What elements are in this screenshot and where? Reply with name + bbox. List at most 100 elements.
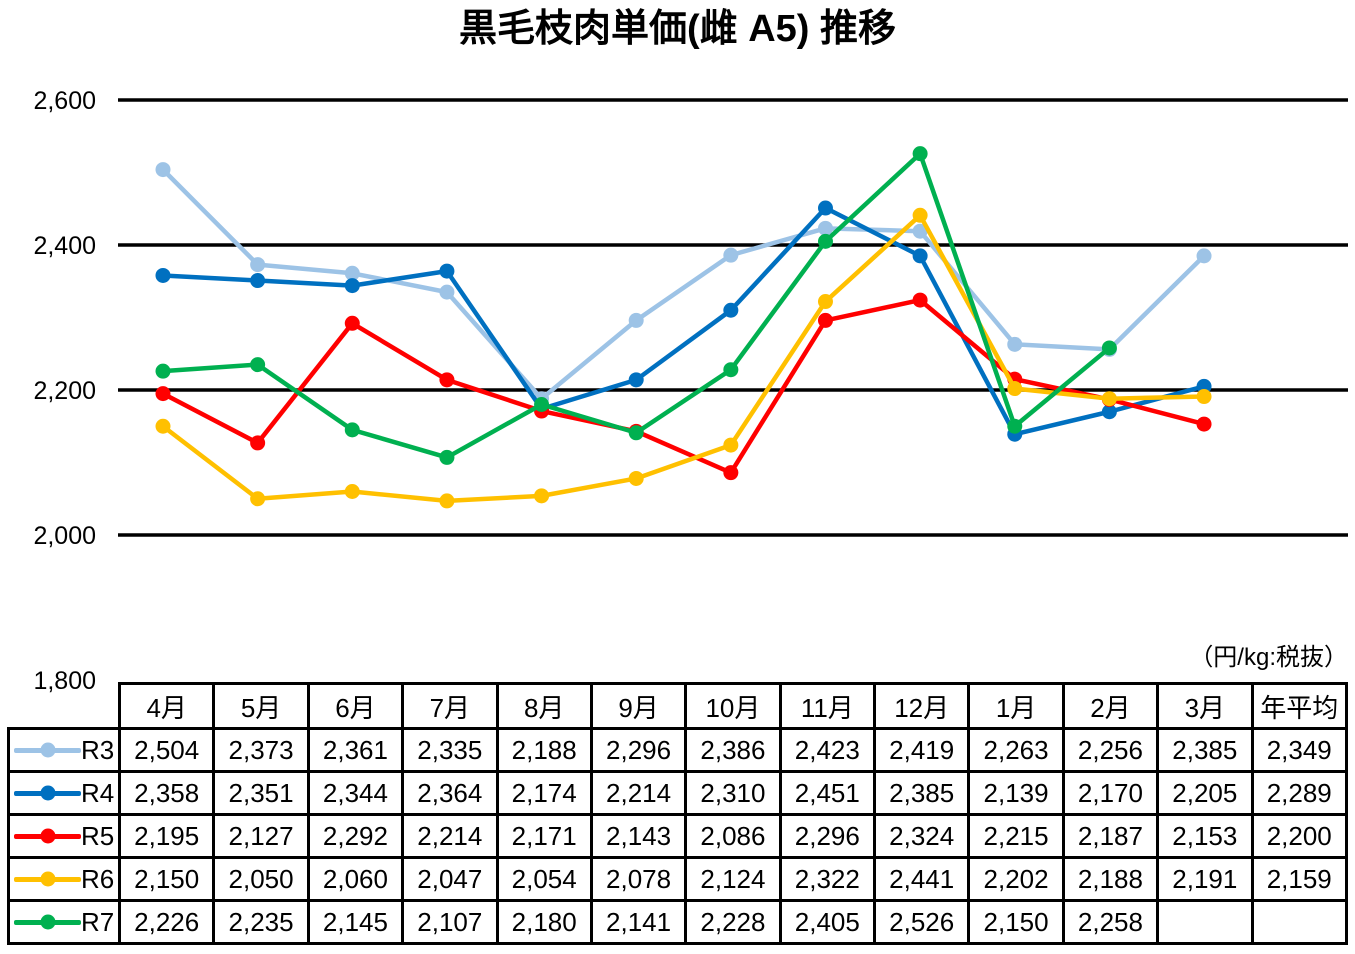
y-axis-tick-label: 2,600 [33, 87, 96, 115]
value-cell [1156, 899, 1254, 945]
series-R6 [155, 207, 1212, 509]
y-axis-tick-label: 2,400 [33, 232, 96, 260]
table-header-row: 4月 5月 6月 7月 8月 9月 10月 11月 12月 1月 2月 3月 年平均 [9, 682, 1348, 730]
data-point-R7 [439, 449, 455, 465]
legend-key-cell: R3 [7, 727, 121, 773]
legend-line-icon [14, 914, 81, 930]
series-line-R4 [160, 205, 1207, 437]
series-name: R7 [81, 906, 115, 937]
data-point-R6 [1101, 391, 1117, 407]
value-cell: 2,060 [306, 856, 405, 902]
value-cell: 2,324 [872, 813, 971, 859]
value-cell: 2,214 [401, 813, 499, 859]
value-cell: 2,228 [684, 899, 782, 945]
data-point-R7 [912, 146, 928, 162]
value-cell: 2,296 [589, 727, 688, 773]
data-point-R3 [1196, 248, 1212, 264]
data-point-R6 [912, 207, 928, 223]
data-point-R6 [250, 491, 266, 507]
value-cell: 2,054 [495, 856, 593, 902]
data-point-R7 [1007, 418, 1023, 434]
data-point-R3 [628, 312, 644, 328]
month-header: 12月 [872, 682, 971, 730]
value-cell: 2,361 [306, 727, 405, 773]
value-cell: 2,145 [306, 899, 405, 945]
value-cell: 2,310 [684, 770, 782, 816]
table-corner [9, 684, 120, 729]
value-cell: 2,385 [1156, 727, 1254, 773]
data-point-R7 [1101, 340, 1117, 356]
data-point-R5 [1196, 416, 1212, 432]
value-cell: 2,180 [495, 899, 593, 945]
value-cell: 2,170 [1061, 770, 1160, 816]
legend-line-icon [14, 785, 81, 801]
legend-marker-icon [40, 742, 55, 758]
month-header: 8月 [495, 682, 593, 730]
legend-marker-icon [40, 914, 55, 930]
data-point-R3 [723, 247, 739, 263]
value-cell: 2,205 [1156, 770, 1254, 816]
value-cell: 2,215 [967, 813, 1065, 859]
value-cell: 2,235 [212, 899, 310, 945]
series-name: R5 [81, 820, 115, 851]
avg-value-cell: 2,289 [1250, 770, 1348, 816]
legend-key-cell: R4 [7, 770, 121, 816]
value-cell: 2,423 [778, 727, 877, 773]
value-cell: 2,124 [684, 856, 782, 902]
series-R4 [155, 200, 1212, 442]
legend-key-cell: R6 [7, 856, 121, 902]
data-point-R6 [1196, 389, 1212, 405]
data-point-R7 [155, 363, 171, 379]
series-R7 [155, 146, 1117, 465]
data-point-R6 [344, 484, 360, 499]
data-point-R6 [1007, 381, 1023, 397]
data-table: 4月 5月 6月 7月 8月 9月 10月 11月 12月 1月 2月 3月 年平均 R3 2,504 2,3… [7, 682, 1348, 945]
series-name: R6 [81, 863, 115, 894]
value-cell: 2,127 [212, 813, 310, 859]
value-cell: 2,258 [1061, 899, 1160, 945]
avg-value-cell: 2,349 [1250, 727, 1348, 773]
legend-line-icon [14, 828, 81, 844]
table-row-R6: R6 2,150 2,050 2,060 2,047 2,054 2,078 2,124 2,3… [7, 856, 1348, 902]
value-cell: 2,050 [212, 856, 310, 902]
value-cell: 2,107 [401, 899, 499, 945]
value-cell: 2,335 [401, 727, 499, 773]
data-point-R3 [912, 223, 928, 239]
data-point-R6 [723, 437, 739, 453]
value-cell: 2,256 [1061, 727, 1160, 773]
table-row-R3: R3 2,504 2,373 2,361 2,335 2,188 2,296 2,386 2,4… [7, 727, 1348, 773]
data-point-R3 [250, 257, 266, 273]
data-point-R4 [344, 278, 360, 294]
data-point-R6 [628, 470, 644, 486]
data-point-R4 [250, 273, 266, 289]
value-cell: 2,187 [1061, 813, 1160, 859]
value-cell: 2,171 [495, 813, 593, 859]
data-point-R3 [817, 220, 833, 236]
data-point-R7 [534, 397, 550, 412]
data-point-R4 [912, 248, 928, 264]
data-point-R7 [628, 425, 644, 441]
chart-title: 黒毛枝肉単価(雌 A5) 推移 [458, 8, 896, 50]
month-header: 9月 [589, 682, 688, 730]
series-R5 [155, 292, 1212, 481]
data-point-R5 [817, 312, 833, 328]
value-cell: 2,451 [778, 770, 877, 816]
value-cell: 2,358 [117, 770, 216, 816]
data-point-R6 [534, 488, 550, 504]
series-name: R3 [81, 734, 115, 765]
legend-marker-icon [40, 785, 55, 801]
data-point-R7 [344, 422, 360, 438]
value-cell: 2,153 [1156, 813, 1254, 859]
value-cell: 2,344 [306, 770, 405, 816]
legend-marker-icon [40, 871, 55, 887]
month-header: 1月 [967, 682, 1065, 730]
value-cell: 2,214 [589, 770, 688, 816]
legend-key-cell: R5 [7, 813, 121, 859]
data-point-R4 [1101, 404, 1117, 420]
value-cell: 2,195 [117, 813, 216, 859]
data-point-R3 [1007, 336, 1023, 352]
series-line-R5 [160, 297, 1207, 475]
value-cell: 2,188 [1061, 856, 1160, 902]
